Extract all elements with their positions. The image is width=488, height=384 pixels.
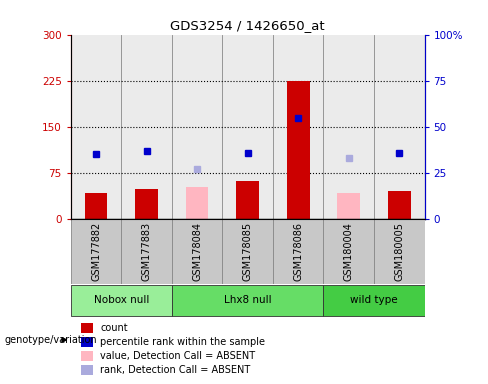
Bar xyxy=(172,219,223,284)
Text: percentile rank within the sample: percentile rank within the sample xyxy=(100,337,265,347)
Bar xyxy=(71,219,122,284)
Text: GSM178086: GSM178086 xyxy=(293,222,303,281)
Bar xyxy=(374,219,425,284)
Bar xyxy=(337,193,360,219)
Text: count: count xyxy=(100,323,128,333)
Bar xyxy=(81,365,93,375)
Bar xyxy=(81,351,93,361)
Bar xyxy=(135,189,158,219)
Bar xyxy=(84,193,107,219)
Bar xyxy=(273,219,324,284)
Text: GSM177883: GSM177883 xyxy=(142,222,152,281)
Bar xyxy=(81,337,93,347)
Bar xyxy=(324,35,374,219)
Bar xyxy=(324,285,425,316)
Bar xyxy=(122,35,172,219)
Text: Lhx8 null: Lhx8 null xyxy=(224,295,271,306)
Bar xyxy=(324,219,374,284)
Text: rank, Detection Call = ABSENT: rank, Detection Call = ABSENT xyxy=(100,365,250,375)
Title: GDS3254 / 1426650_at: GDS3254 / 1426650_at xyxy=(170,19,325,32)
Bar xyxy=(172,35,223,219)
Bar xyxy=(223,35,273,219)
Bar xyxy=(122,219,172,284)
Text: value, Detection Call = ABSENT: value, Detection Call = ABSENT xyxy=(100,351,255,361)
Text: Nobox null: Nobox null xyxy=(94,295,149,306)
Text: GSM178085: GSM178085 xyxy=(243,222,253,281)
Bar xyxy=(172,285,324,316)
Bar xyxy=(287,81,309,219)
Text: GSM180004: GSM180004 xyxy=(344,222,354,281)
Text: GSM180005: GSM180005 xyxy=(394,222,404,281)
Bar xyxy=(223,219,273,284)
Text: GSM177882: GSM177882 xyxy=(91,222,101,281)
Text: wild type: wild type xyxy=(350,295,398,306)
Bar xyxy=(186,187,208,219)
Text: genotype/variation: genotype/variation xyxy=(5,335,98,345)
Bar xyxy=(374,35,425,219)
Bar xyxy=(71,285,172,316)
Bar xyxy=(81,323,93,333)
Bar xyxy=(236,181,259,219)
Text: GSM178084: GSM178084 xyxy=(192,222,202,281)
Bar xyxy=(388,190,411,219)
Bar xyxy=(273,35,324,219)
Bar xyxy=(71,35,122,219)
